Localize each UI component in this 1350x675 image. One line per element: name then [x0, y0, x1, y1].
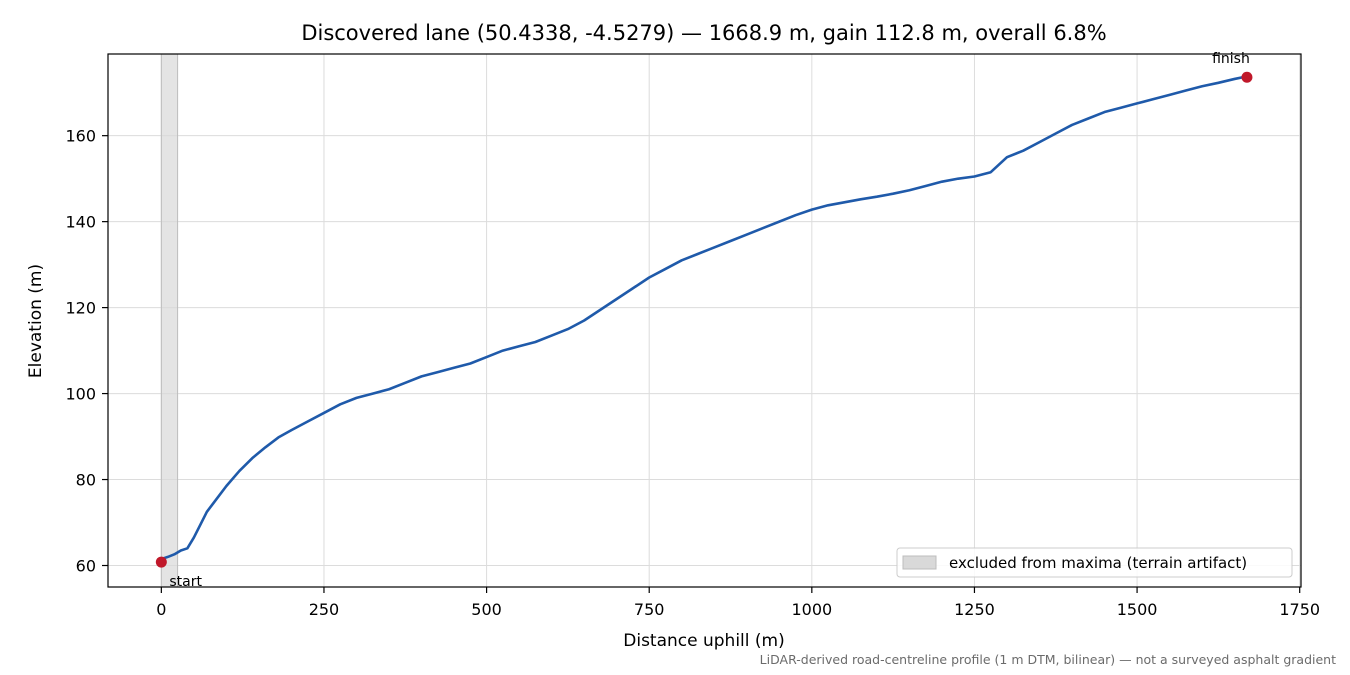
x-tick-label: 250: [309, 600, 340, 619]
legend-swatch: [902, 555, 937, 570]
y-tick-label: 100: [65, 385, 96, 404]
elevation-line: [160, 75, 1248, 561]
footnote: LiDAR-derived road-centreline profile (1…: [760, 652, 1336, 667]
point-label-start: start: [169, 574, 202, 590]
point-start: [155, 556, 167, 568]
y-tick-label: 60: [76, 557, 96, 576]
chart-title: Discovered lane (50.4338, -4.5279) — 166…: [301, 21, 1106, 45]
x-tick-label: 1500: [1117, 600, 1158, 619]
x-tick-label: 500: [471, 600, 502, 619]
marker-points: start finish: [155, 51, 1253, 590]
x-tick-label: 1250: [954, 600, 995, 619]
legend-box: [896, 547, 1293, 578]
grid-lines: [108, 54, 1301, 587]
y-tick-label: 140: [65, 213, 96, 232]
x-tick-label: 1000: [791, 600, 832, 619]
excluded-band: [160, 53, 179, 588]
y-axis-ticks: 60 80 100 120 140 160: [65, 127, 108, 576]
point-label-finish: finish: [1212, 51, 1250, 67]
legend: excluded from maxima (terrain artifact): [896, 547, 1293, 578]
y-tick-label: 160: [65, 127, 96, 146]
y-tick-label: 80: [76, 471, 96, 490]
x-tick-label: 0: [156, 600, 166, 619]
point-finish: [1241, 71, 1253, 83]
y-axis-label: Elevation (m): [26, 264, 46, 378]
plot-frame: [107, 53, 1302, 588]
x-axis-ticks: 0 250 500 750 1000 1250 1500 1750: [156, 587, 1320, 619]
x-tick-label: 1750: [1279, 600, 1320, 619]
x-tick-label: 750: [634, 600, 665, 619]
y-tick-label: 120: [65, 299, 96, 318]
legend-label: excluded from maxima (terrain artifact): [949, 554, 1247, 572]
x-axis-label: Distance uphill (m): [623, 631, 784, 651]
